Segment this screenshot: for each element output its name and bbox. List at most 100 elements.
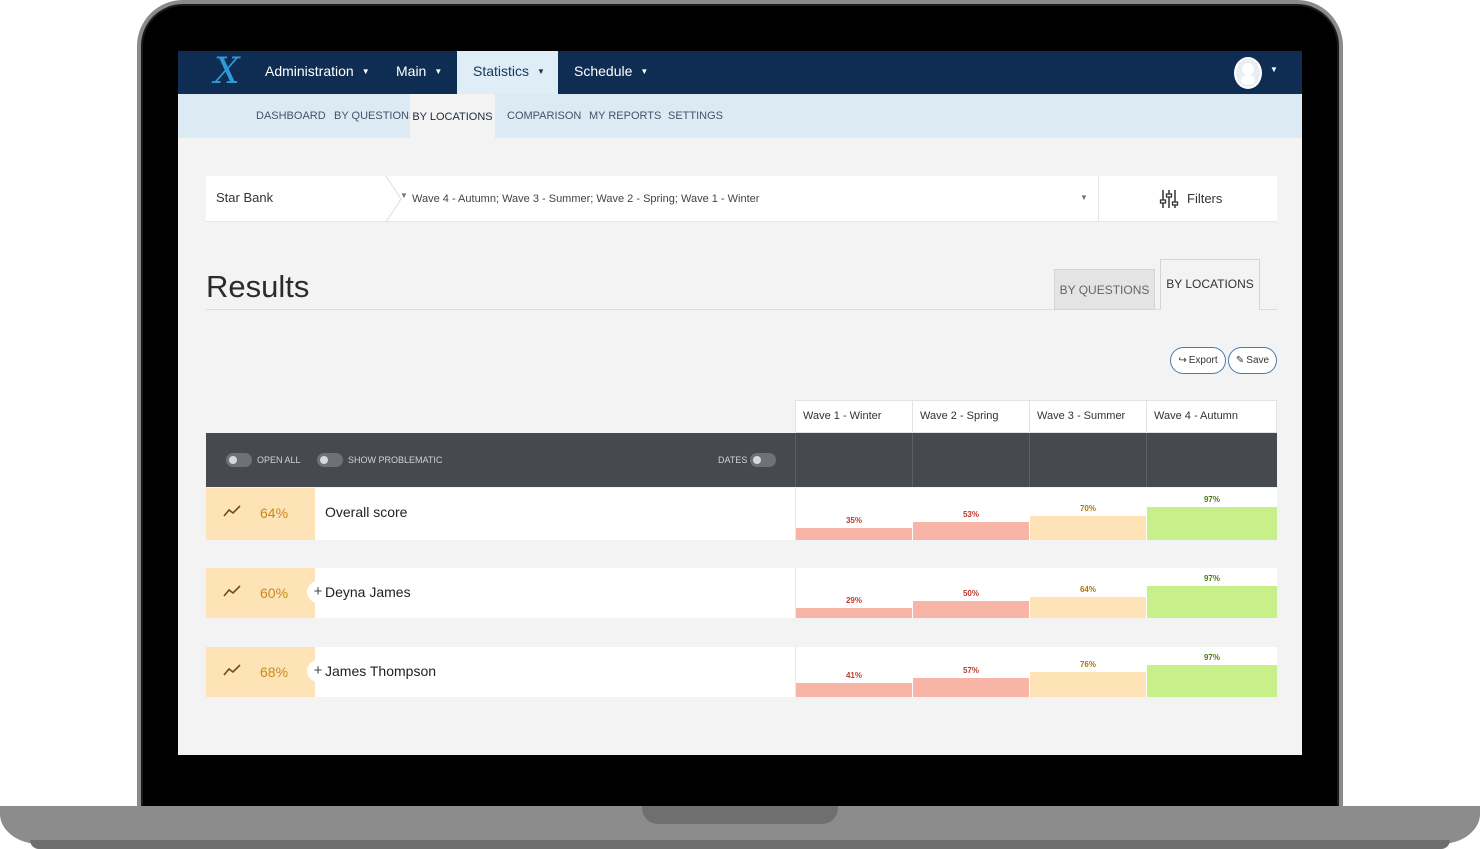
- selector-divider: [1098, 176, 1099, 222]
- pin-icon: ✎: [1235, 355, 1245, 366]
- dates-label: DATES: [718, 455, 748, 465]
- wave-score-label: 64%: [1079, 585, 1096, 594]
- wave-score-label: 29%: [845, 596, 862, 605]
- caret-down-icon: ▼: [361, 67, 370, 77]
- bank-select[interactable]: Star Bank: [216, 190, 274, 205]
- nav-statistics[interactable]: Statistics ▼: [457, 51, 558, 94]
- dates-toggle[interactable]: [750, 453, 776, 467]
- table-toolbar: OPEN ALL SHOW PROBLEMATIC DATES: [206, 433, 1277, 487]
- score-value: 68%: [260, 664, 289, 680]
- show-problematic-label: SHOW PROBLEMATIC: [348, 455, 443, 465]
- trend-line-icon: [223, 664, 241, 676]
- export-label: Export: [1188, 355, 1218, 366]
- nav-schedule[interactable]: Schedule ▼: [559, 51, 663, 94]
- user-avatar[interactable]: [1234, 57, 1262, 89]
- title-divider: [206, 309, 1277, 310]
- row-divider: [795, 568, 796, 618]
- wave-score-bar: [913, 678, 1029, 697]
- wave-score-bar: [1030, 597, 1146, 618]
- wave-score-bar: [796, 528, 912, 540]
- filters-button[interactable]: Filters: [1099, 176, 1277, 222]
- waves-select[interactable]: Wave 4 - Autumn; Wave 3 - Summer; Wave 2…: [412, 193, 760, 205]
- wave-score-label: 70%: [1079, 504, 1096, 513]
- sliders-icon: [1159, 190, 1179, 208]
- wave-score-label: 97%: [1203, 574, 1220, 583]
- wave-header-1: Wave 1 - Winter: [795, 400, 913, 433]
- sub-navigation: DASHBOARD BY QUESTIONS BY LOCATIONS COMP…: [178, 94, 1302, 138]
- wave-score-bar: [796, 608, 912, 618]
- save-label: Save: [1246, 355, 1270, 366]
- tab-by-questions[interactable]: BY QUESTIONS: [1054, 269, 1155, 310]
- subnav-by-questions[interactable]: BY QUESTIONS: [334, 110, 417, 122]
- page-title: Results: [206, 269, 310, 304]
- subnav-comparison[interactable]: COMPARISON: [507, 110, 582, 122]
- show-problematic-toggle[interactable]: [317, 453, 343, 467]
- wave-score-label: 35%: [845, 516, 862, 525]
- nav-schedule-label: Schedule: [574, 63, 633, 79]
- caret-down-icon: ▼: [537, 67, 545, 77]
- user-icon: [1241, 63, 1255, 85]
- column-divider: [795, 433, 796, 487]
- score-cell: 68%: [206, 647, 315, 697]
- tab-by-locations[interactable]: BY LOCATIONS: [1160, 259, 1260, 310]
- wave-score-bar: [796, 683, 912, 697]
- open-all-toggle[interactable]: [226, 453, 252, 467]
- score-value: 64%: [260, 505, 289, 521]
- subnav-dashboard[interactable]: DASHBOARD: [256, 110, 326, 122]
- score-cell: 60%: [206, 568, 315, 618]
- nav-main-label: Main: [396, 63, 427, 79]
- expand-plus-icon[interactable]: +: [307, 581, 329, 603]
- bank-dropdown-caret-icon[interactable]: ▼: [400, 191, 408, 200]
- export-button[interactable]: ↪ Export: [1170, 347, 1226, 374]
- open-all-label: OPEN ALL: [257, 455, 301, 465]
- wave-score-label: 50%: [962, 589, 979, 598]
- user-menu-caret-icon[interactable]: ▼: [1270, 65, 1278, 74]
- score-value: 60%: [260, 585, 289, 601]
- row-name: Deyna James: [325, 584, 411, 600]
- wave-header-2: Wave 2 - Spring: [912, 400, 1030, 433]
- selection-bar: Star Bank ▼ Wave 4 - Autumn; Wave 3 - Su…: [206, 176, 1277, 222]
- share-arrow-icon: ↪: [1178, 355, 1187, 366]
- column-divider: [1029, 433, 1030, 487]
- waves-dropdown-caret-icon[interactable]: ▼: [1080, 193, 1088, 202]
- nav-main[interactable]: Main ▼: [381, 51, 457, 94]
- subnav-my-reports[interactable]: MY REPORTS: [589, 110, 662, 122]
- column-divider: [912, 433, 913, 487]
- column-divider: [1146, 433, 1147, 487]
- row-divider: [795, 647, 796, 697]
- table-row[interactable]: 64% Overall score 35% 53% 70% 97%: [206, 488, 1277, 540]
- wave-header-3: Wave 3 - Summer: [1029, 400, 1147, 433]
- wave-header-4: Wave 4 - Autumn: [1146, 400, 1277, 433]
- app-screen: X Administration ▼ Main ▼ Statistics ▼ Sche…: [178, 51, 1302, 755]
- wave-score-bar: [1147, 665, 1277, 697]
- filters-label: Filters: [1187, 191, 1223, 206]
- score-cell: 64%: [206, 488, 315, 540]
- laptop-notch: [642, 806, 838, 824]
- table-row[interactable]: 60% + Deyna James 29% 50% 64% 97%: [206, 568, 1277, 618]
- laptop-base-edge: [30, 840, 1450, 849]
- subnav-settings[interactable]: SETTINGS: [668, 110, 724, 122]
- table-row[interactable]: 68% + James Thompson 41% 57% 76% 97%: [206, 647, 1277, 697]
- breadcrumb-chevron-icon: [385, 176, 402, 222]
- caret-down-icon: ▼: [434, 67, 443, 77]
- wave-score-bar: [913, 601, 1029, 618]
- subnav-by-locations[interactable]: BY LOCATIONS: [410, 94, 495, 138]
- top-navigation: X Administration ▼ Main ▼ Statistics ▼ Sche…: [178, 51, 1302, 94]
- trend-line-icon: [223, 505, 241, 517]
- wave-score-bar: [913, 522, 1029, 540]
- nav-administration[interactable]: Administration ▼: [250, 51, 385, 94]
- save-button[interactable]: ✎ Save: [1228, 347, 1277, 374]
- row-divider: [795, 488, 796, 540]
- caret-down-icon: ▼: [640, 67, 649, 77]
- wave-score-label: 76%: [1079, 660, 1096, 669]
- wave-score-label: 97%: [1203, 495, 1220, 504]
- wave-score-bar: [1147, 507, 1277, 540]
- row-name: James Thompson: [325, 663, 437, 679]
- wave-score-label: 57%: [962, 666, 979, 675]
- nav-statistics-label: Statistics: [473, 63, 530, 79]
- wave-score-bar: [1030, 672, 1146, 697]
- app-logo[interactable]: X: [214, 51, 240, 92]
- nav-administration-label: Administration: [265, 63, 354, 79]
- row-name: Overall score: [325, 504, 408, 520]
- expand-plus-icon[interactable]: +: [307, 660, 329, 682]
